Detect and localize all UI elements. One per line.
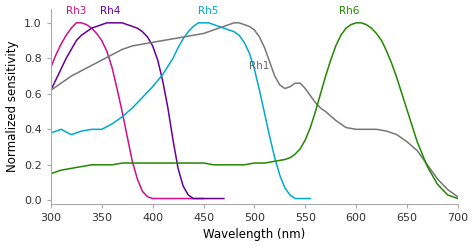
Text: Rh1: Rh1 <box>249 61 270 71</box>
Y-axis label: Normalized sensitivity: Normalized sensitivity <box>6 41 18 172</box>
X-axis label: Wavelength (nm): Wavelength (nm) <box>203 228 306 242</box>
Text: Rh6: Rh6 <box>339 6 359 16</box>
Text: Rh4: Rh4 <box>100 6 120 16</box>
Text: Rh5: Rh5 <box>199 6 219 16</box>
Text: Rh3: Rh3 <box>66 6 87 16</box>
